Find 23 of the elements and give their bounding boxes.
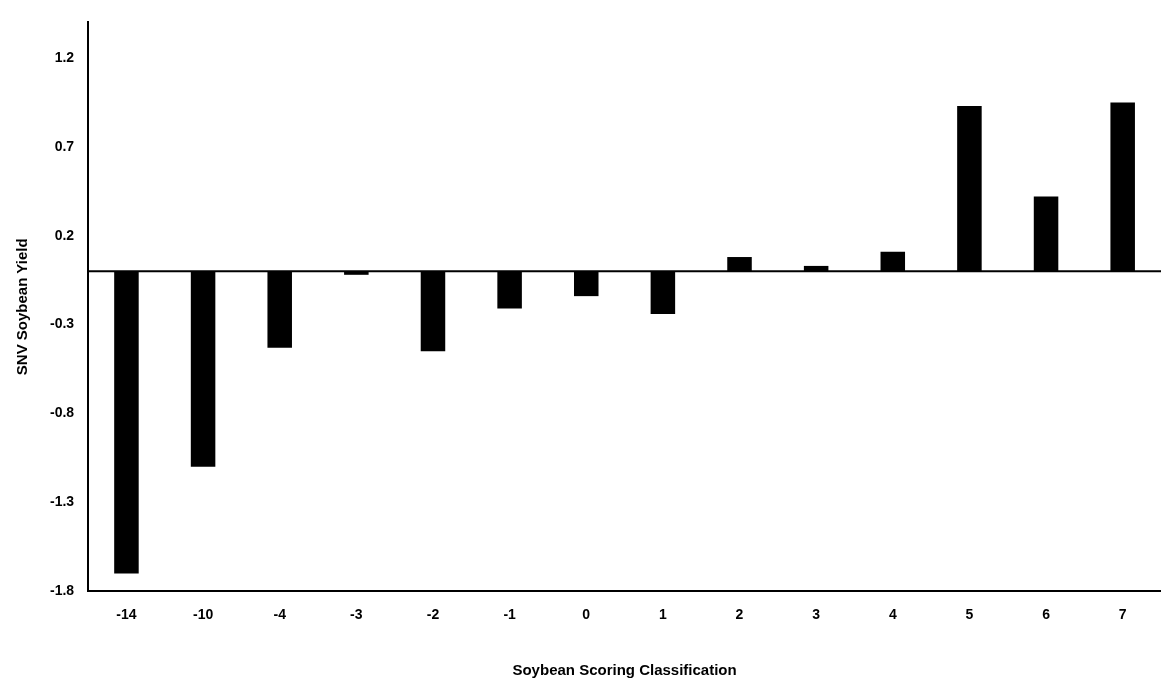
x-tick-label: -14 (116, 606, 137, 623)
y-tick-label: -1.3 (50, 493, 75, 510)
x-tick-label: 2 (735, 606, 744, 623)
x-tick-label: -10 (192, 606, 214, 623)
x-tick-label: 6 (1042, 606, 1051, 623)
x-tick-label: -4 (273, 606, 287, 623)
y-tick-label: -1.8 (50, 582, 75, 599)
x-tick-label: 4 (888, 606, 897, 623)
y-tick-label: 0.2 (54, 226, 75, 243)
x-tick-label: 5 (965, 606, 974, 623)
x-tick-label: 7 (1118, 606, 1127, 623)
x-tick-label: 3 (812, 606, 821, 623)
y-axis-title: SNV Soybean Yield (13, 238, 31, 376)
y-tick-label: 1.2 (54, 48, 75, 65)
x-tick-label: 1 (658, 606, 667, 623)
y-tick-label: -0.8 (50, 404, 75, 421)
x-tick-label: -2 (426, 606, 440, 623)
x-tick-label: -1 (503, 606, 517, 623)
y-tick-label: 0.7 (54, 137, 75, 154)
y-tick-label: -0.3 (50, 315, 75, 332)
x-tick-label: 0 (582, 606, 591, 623)
x-tick-label: -3 (350, 606, 363, 623)
x-axis-title: Soybean Scoring Classification (512, 661, 737, 679)
